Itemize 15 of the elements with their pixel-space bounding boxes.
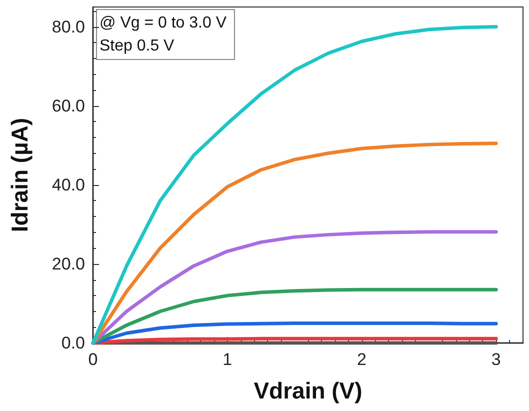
x-tick-label: 1: [222, 350, 232, 369]
y-tick-label: 80.0: [52, 17, 85, 36]
x-tick-label: 2: [357, 350, 366, 369]
x-tick-label: 3: [491, 350, 501, 369]
line-series: [91, 321, 498, 345]
y-tick-label: 40.0: [52, 175, 85, 194]
line-series: [91, 288, 498, 345]
annotation: Step 0.5 V: [100, 38, 175, 54]
y-tick-label: 20.0: [52, 254, 85, 274]
y-tick-label: 0.0: [61, 334, 85, 352]
x-axis-title: Vdrain (V): [254, 378, 362, 404]
y-axis-title: Idrain (µA): [6, 118, 32, 232]
annotation: @ Vg = 0 to 3.0 V: [100, 14, 227, 32]
y-tick-label: 60.0: [52, 96, 85, 116]
x-tick-label: 0: [88, 350, 98, 369]
